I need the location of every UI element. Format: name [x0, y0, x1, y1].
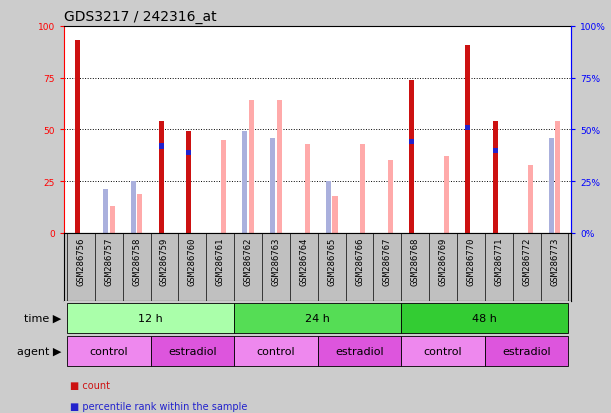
Bar: [493, 148, 498, 153]
Bar: [234, 336, 318, 366]
Bar: [401, 303, 568, 333]
Text: GSM286771: GSM286771: [494, 237, 503, 285]
Bar: [326, 182, 331, 233]
Bar: [318, 336, 401, 366]
Text: GSM286772: GSM286772: [522, 237, 531, 285]
Text: GSM286769: GSM286769: [439, 237, 448, 285]
Text: 12 h: 12 h: [138, 313, 163, 323]
Bar: [360, 145, 365, 233]
Text: GSM286758: GSM286758: [132, 237, 141, 285]
Bar: [401, 336, 485, 366]
Text: control: control: [424, 346, 463, 356]
Text: GSM286761: GSM286761: [216, 237, 225, 285]
Bar: [465, 45, 470, 233]
Bar: [305, 145, 310, 233]
Text: GSM286757: GSM286757: [104, 237, 113, 285]
Text: GSM286766: GSM286766: [355, 237, 364, 285]
Bar: [493, 122, 498, 233]
Text: GDS3217 / 242316_at: GDS3217 / 242316_at: [64, 10, 217, 24]
Bar: [109, 206, 115, 233]
Text: GSM286762: GSM286762: [244, 237, 252, 285]
Text: GSM286759: GSM286759: [160, 237, 169, 285]
Text: time ▶: time ▶: [24, 313, 61, 323]
Bar: [67, 336, 150, 366]
Text: control: control: [89, 346, 128, 356]
Text: estradiol: estradiol: [502, 346, 551, 356]
Text: GSM286768: GSM286768: [411, 237, 420, 285]
Bar: [249, 101, 254, 233]
Bar: [221, 140, 226, 233]
Text: 24 h: 24 h: [306, 313, 330, 323]
Bar: [159, 122, 164, 233]
Bar: [131, 182, 136, 233]
Text: GSM286765: GSM286765: [327, 237, 336, 285]
Bar: [186, 150, 191, 155]
Bar: [150, 336, 234, 366]
Text: ■ count: ■ count: [70, 380, 110, 390]
Text: control: control: [257, 346, 295, 356]
Text: GSM286764: GSM286764: [299, 237, 309, 285]
Bar: [465, 126, 470, 131]
Bar: [75, 41, 80, 233]
Text: GSM286770: GSM286770: [466, 237, 475, 285]
Bar: [332, 196, 337, 233]
Bar: [277, 101, 282, 233]
Text: GSM286767: GSM286767: [383, 237, 392, 285]
Bar: [186, 132, 191, 233]
Bar: [409, 140, 414, 145]
Text: estradiol: estradiol: [335, 346, 384, 356]
Bar: [67, 303, 234, 333]
Bar: [137, 194, 142, 233]
Bar: [388, 161, 393, 233]
Bar: [103, 190, 108, 233]
Bar: [485, 336, 568, 366]
Bar: [234, 303, 401, 333]
Text: GSM286760: GSM286760: [188, 237, 197, 285]
Text: 48 h: 48 h: [472, 313, 497, 323]
Text: GSM286756: GSM286756: [76, 237, 86, 285]
Bar: [555, 122, 560, 233]
Bar: [444, 157, 449, 233]
Bar: [242, 132, 247, 233]
Bar: [549, 138, 554, 233]
Bar: [159, 144, 164, 149]
Bar: [527, 165, 533, 233]
Text: GSM286763: GSM286763: [271, 237, 280, 285]
Text: estradiol: estradiol: [168, 346, 217, 356]
Text: ■ percentile rank within the sample: ■ percentile rank within the sample: [70, 401, 247, 411]
Text: GSM286773: GSM286773: [550, 237, 559, 285]
Bar: [270, 138, 275, 233]
Bar: [409, 81, 414, 233]
Text: agent ▶: agent ▶: [16, 346, 61, 356]
